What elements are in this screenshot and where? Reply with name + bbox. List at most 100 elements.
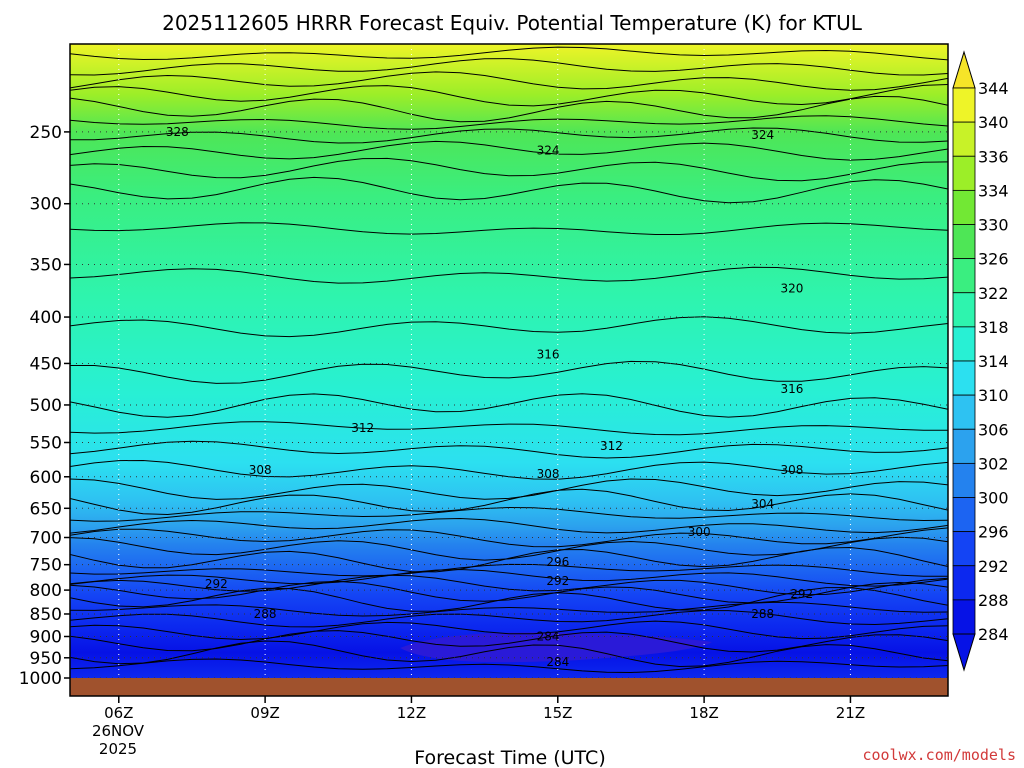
colorbar-label: 318 bbox=[978, 318, 1009, 337]
contour-label: 292 bbox=[790, 587, 813, 601]
y-tick-label: 300 bbox=[30, 195, 62, 215]
contour-line bbox=[70, 620, 948, 641]
colorbar-segment bbox=[952, 87, 976, 123]
contour-line bbox=[70, 587, 948, 612]
colorbar-segment bbox=[952, 428, 976, 464]
colorbar-segment bbox=[952, 360, 976, 396]
contour-label: 316 bbox=[780, 382, 803, 396]
colorbar-label: 310 bbox=[978, 386, 1009, 405]
x-tick-label: 06Z bbox=[104, 704, 133, 722]
contour-line bbox=[70, 658, 948, 674]
y-tick-label: 250 bbox=[30, 123, 62, 143]
colorbar-label: 296 bbox=[978, 523, 1009, 542]
colorbar-label: 330 bbox=[978, 216, 1009, 235]
contour-line bbox=[70, 84, 948, 107]
y-tick-label: 400 bbox=[30, 308, 62, 328]
colorbar-label: 292 bbox=[978, 557, 1009, 576]
y-tick-label: 900 bbox=[30, 627, 62, 647]
colorbar: 344 340 336 334 330 326 322 318 314 310 306 302 300 2… bbox=[952, 50, 1009, 672]
ground-band bbox=[70, 678, 948, 696]
contour-label: 316 bbox=[537, 348, 560, 362]
contour-line bbox=[70, 95, 948, 123]
contour-line bbox=[70, 580, 948, 604]
contour-labels: 328 324 324 320 316 316 312 312 308 308 308 304 300 2… bbox=[166, 125, 813, 669]
low-theta-e-core bbox=[400, 632, 712, 663]
x-tick-label: 15Z bbox=[543, 704, 572, 722]
contour-line bbox=[70, 601, 948, 617]
colorbar-label: 302 bbox=[978, 454, 1009, 473]
colorbar-label: 334 bbox=[978, 181, 1009, 200]
contour-label: 304 bbox=[751, 497, 774, 511]
y-tick-label: 950 bbox=[30, 649, 62, 669]
contour-label: 292 bbox=[546, 574, 569, 588]
contour-label: 284 bbox=[546, 655, 569, 669]
x-date-line2: 2025 bbox=[99, 740, 137, 758]
x-axis-label: Forecast Time (UTC) bbox=[414, 747, 605, 768]
colorbar-label: 284 bbox=[978, 625, 1009, 644]
y-tick-label: 500 bbox=[30, 396, 62, 416]
grid-lines bbox=[70, 44, 948, 678]
colorbar-max-arrow bbox=[952, 50, 976, 89]
colorbar-segment bbox=[952, 599, 976, 635]
y-tick-label: 600 bbox=[30, 468, 62, 488]
colorbar-segment bbox=[952, 462, 976, 498]
plot-frame bbox=[69, 43, 949, 697]
contour-line bbox=[70, 506, 948, 522]
contour-line bbox=[70, 316, 948, 338]
contour-line bbox=[70, 421, 948, 436]
contour-label: 324 bbox=[537, 143, 560, 157]
contour-line bbox=[70, 157, 948, 182]
contour-line bbox=[70, 517, 948, 534]
contour-label: 284 bbox=[537, 629, 560, 643]
contour-label: 300 bbox=[688, 525, 711, 539]
contour-line bbox=[70, 640, 948, 668]
colorbar-segment bbox=[952, 531, 976, 567]
contour-lines bbox=[70, 46, 948, 674]
colorbar-segment bbox=[952, 394, 976, 430]
contour-line bbox=[70, 527, 948, 548]
colorbar-segment bbox=[952, 224, 976, 260]
contour-label: 308 bbox=[780, 463, 803, 477]
contour-line bbox=[70, 360, 948, 384]
theta-e-field bbox=[70, 44, 948, 678]
contour-label: 328 bbox=[166, 125, 189, 139]
contour-line bbox=[70, 488, 948, 516]
y-tick-label: 800 bbox=[30, 581, 62, 601]
x-tick-label: 09Z bbox=[250, 704, 279, 722]
contour-line bbox=[70, 440, 948, 459]
contour-label: 320 bbox=[780, 281, 803, 295]
contour-line bbox=[70, 127, 948, 144]
colorbar-label: 336 bbox=[978, 147, 1009, 166]
y-tick-label: 650 bbox=[30, 499, 62, 519]
contour-line bbox=[70, 71, 948, 91]
colorbar-min-arrow bbox=[952, 633, 976, 672]
colorbar-segment bbox=[952, 121, 976, 157]
contour-label: 308 bbox=[537, 467, 560, 481]
plot-area bbox=[70, 44, 948, 678]
contour-line bbox=[70, 46, 948, 61]
colorbar-segment bbox=[952, 326, 976, 362]
contour-line bbox=[70, 176, 948, 204]
contour-label: 288 bbox=[751, 607, 774, 621]
x-date-line1: 26NOV bbox=[92, 722, 145, 740]
x-tick-label: 12Z bbox=[397, 704, 426, 722]
colorbar-segment bbox=[952, 565, 976, 601]
contour-label: 292 bbox=[205, 577, 228, 591]
x-tick-label: 18Z bbox=[689, 704, 718, 722]
y-tick-label: 550 bbox=[30, 433, 62, 453]
contour-line bbox=[70, 574, 948, 596]
y-tick-label: 1000 bbox=[19, 669, 62, 689]
y-tick-label: 750 bbox=[30, 556, 62, 576]
colorbar-label: 340 bbox=[978, 113, 1009, 132]
contour-line bbox=[70, 546, 948, 573]
colorbar-label: 288 bbox=[978, 591, 1009, 610]
contour-line bbox=[70, 58, 948, 76]
contour-label: 296 bbox=[546, 555, 569, 569]
y-tick-label: 850 bbox=[30, 605, 62, 625]
contour-label: 312 bbox=[351, 421, 374, 435]
colorbar-label: 344 bbox=[978, 79, 1009, 98]
contour-label: 312 bbox=[600, 439, 623, 453]
contour-label: 308 bbox=[249, 463, 272, 477]
credit-text: coolwx.com/models bbox=[862, 746, 1016, 764]
